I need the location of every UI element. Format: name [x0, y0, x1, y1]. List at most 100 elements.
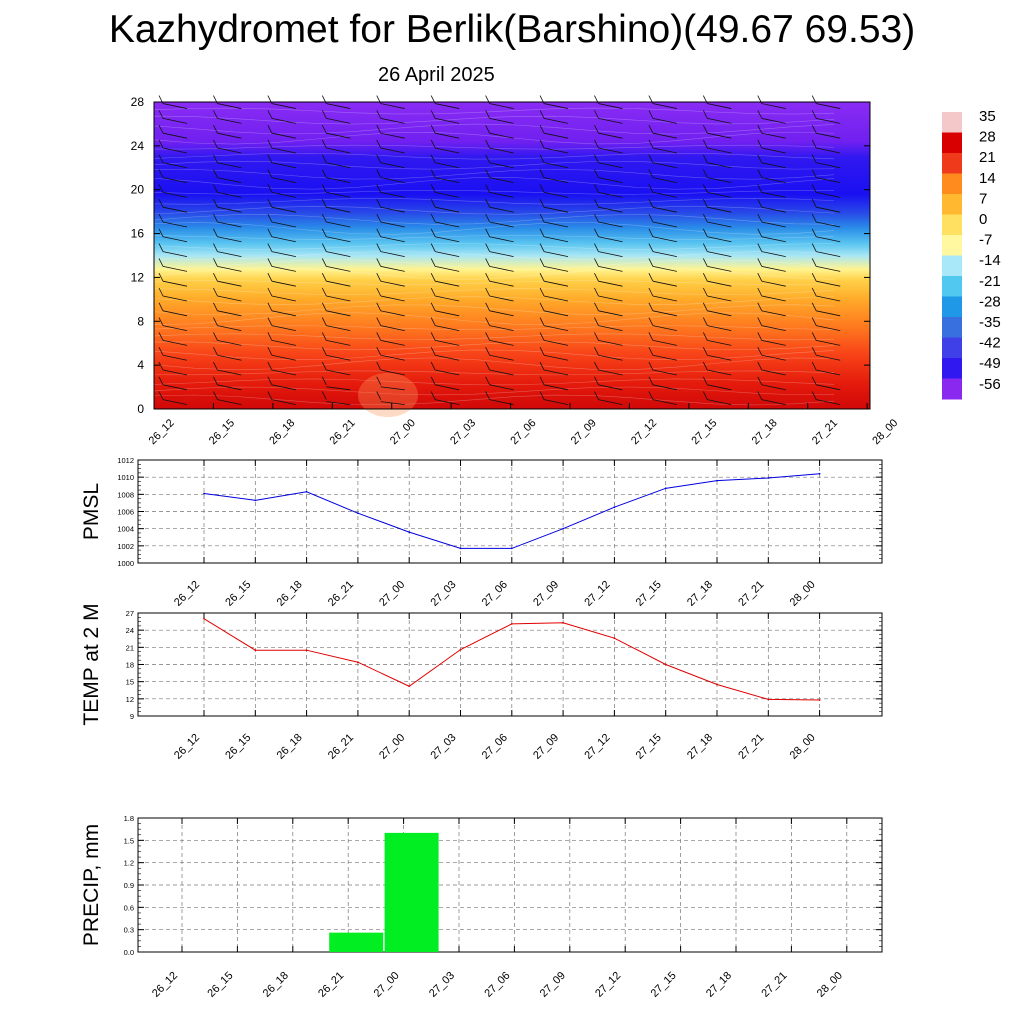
- wind-barb-flag: [648, 169, 654, 178]
- wind-barb-flag: [158, 391, 164, 400]
- wind-barb-flag: [757, 139, 763, 149]
- wind-barb: [435, 251, 460, 257]
- wind-barb: [217, 369, 242, 376]
- wind-barb: [162, 310, 188, 317]
- wind-barb: [543, 206, 569, 213]
- colorbar-label: 0: [979, 211, 987, 228]
- wind-barb: [380, 369, 405, 376]
- wind-barb: [271, 221, 296, 228]
- wind-barb-flag: [594, 332, 599, 341]
- wind-barb: [652, 191, 677, 198]
- contour-line: [153, 123, 835, 135]
- wind-barb: [162, 280, 188, 287]
- wind-barb: [707, 369, 732, 376]
- wind-barb-flag: [648, 258, 654, 267]
- wind-barb-flag: [267, 391, 273, 400]
- x-tick-label: 27_00: [388, 417, 418, 447]
- wind-barb-flag: [539, 228, 545, 237]
- x-tick-label: 28_00: [870, 417, 900, 447]
- x-tick-label: 26_12: [172, 732, 202, 762]
- wind-barb-flag: [430, 199, 436, 208]
- wind-barb-flag: [594, 361, 599, 371]
- wind-barb-flag: [213, 332, 218, 341]
- wind-barb-flag: [539, 302, 545, 311]
- wind-barb: [761, 399, 786, 406]
- wind-barb: [380, 162, 405, 169]
- x-tick-label: 26_21: [316, 970, 346, 1000]
- wind-barb: [162, 147, 188, 154]
- wind-barb: [707, 280, 732, 287]
- wind-barb-flag: [321, 317, 327, 326]
- wind-barb: [761, 325, 786, 331]
- wind-barb: [326, 310, 351, 317]
- wind-barb: [435, 117, 460, 124]
- wind-barb: [761, 132, 786, 139]
- wind-barb-flag: [702, 302, 708, 311]
- wind-barb-flag: [321, 213, 327, 223]
- wind-barb: [543, 103, 569, 109]
- wind-barb: [652, 103, 677, 109]
- wind-barb-flag: [376, 154, 382, 163]
- colorbar-label: -28: [979, 293, 1001, 310]
- wind-barb-flag: [539, 199, 545, 208]
- wind-barb: [761, 266, 786, 272]
- wind-barb: [816, 399, 841, 406]
- contour-line: [153, 312, 835, 325]
- data-point: [510, 622, 513, 625]
- wind-barb: [652, 369, 677, 376]
- wind-barb: [271, 295, 296, 302]
- wind-barb-flag: [213, 184, 218, 193]
- x-tick-label: 26_15: [205, 970, 235, 1000]
- wind-barb: [543, 369, 569, 376]
- wind-barb: [435, 384, 460, 391]
- precip-bar: [384, 832, 439, 952]
- x-tick-label: 27_00: [377, 732, 407, 762]
- wind-barb: [598, 295, 623, 302]
- wind-barb: [435, 191, 460, 198]
- wind-barb: [162, 191, 188, 198]
- wind-barb: [598, 132, 623, 139]
- data-point: [408, 531, 411, 533]
- wind-barb: [816, 354, 841, 361]
- data-point: [664, 663, 667, 666]
- wind-barb-flag: [321, 361, 327, 371]
- wind-barb: [652, 117, 677, 124]
- y-tick-label: 18: [126, 661, 134, 670]
- wind-barb-flag: [702, 154, 708, 163]
- wind-barb: [816, 147, 841, 154]
- wind-barb: [489, 191, 514, 198]
- x-tick-label: 27_18: [685, 732, 715, 762]
- wind-barb-flag: [376, 243, 382, 252]
- wind-barb: [217, 103, 242, 109]
- wind-barb-flag: [430, 317, 436, 326]
- wind-barb-flag: [158, 361, 164, 371]
- colorbar-swatch: [942, 132, 962, 154]
- data-point: [767, 698, 770, 701]
- wind-barb-flag: [594, 347, 599, 356]
- wind-barb-flag: [539, 391, 545, 400]
- wind-barb-flag: [485, 199, 490, 208]
- wind-barb-flag: [702, 184, 708, 193]
- wind-barb: [217, 399, 242, 406]
- wind-barb: [489, 236, 514, 243]
- data-point: [818, 472, 821, 475]
- wind-barb-flag: [213, 139, 218, 149]
- wind-barb: [162, 266, 188, 272]
- wind-barb-flag: [702, 347, 708, 356]
- x-tick-label: 28_00: [815, 970, 845, 1000]
- warm-core: [358, 373, 418, 417]
- wind-barb: [707, 399, 732, 406]
- wind-barb-flag: [811, 199, 817, 208]
- wind-barb-flag: [811, 228, 817, 237]
- colorbar-label: 28: [979, 129, 996, 146]
- x-tick-label: 27_21: [810, 417, 840, 447]
- colorbar-swatch: [942, 235, 962, 256]
- wind-barb-flag: [213, 169, 218, 178]
- wind-barb-flag: [702, 273, 708, 282]
- y-tick-label: 8: [137, 314, 144, 328]
- wind-barb: [652, 310, 677, 317]
- wind-barb-flag: [376, 110, 382, 119]
- x-tick-label: 26_12: [150, 970, 180, 1000]
- wind-barb-flag: [321, 332, 327, 341]
